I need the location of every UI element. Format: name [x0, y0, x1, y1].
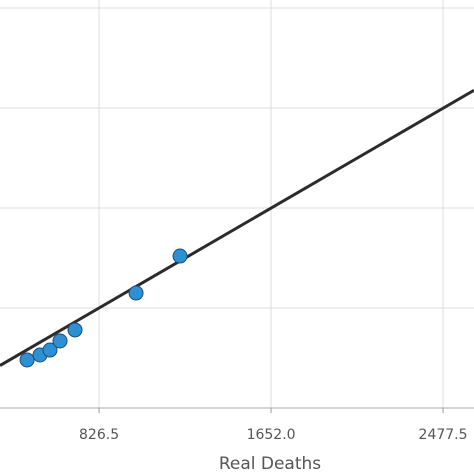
point — [19, 352, 35, 368]
point — [128, 285, 144, 301]
x-tick-label: 1652.0 — [247, 427, 296, 443]
x-tick-label: 826.5 — [79, 427, 119, 443]
point — [42, 342, 58, 358]
point — [172, 248, 188, 264]
fit-line — [0, 88, 474, 367]
point — [52, 333, 68, 349]
point — [67, 322, 83, 338]
x-axis-label: Real Deaths — [219, 454, 321, 474]
x-tick-label: 2477.5 — [419, 427, 468, 443]
